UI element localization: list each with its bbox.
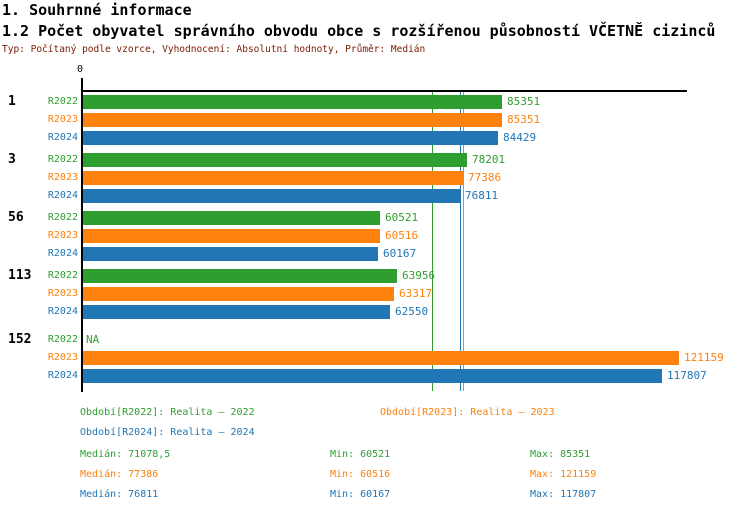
x-axis-line xyxy=(82,90,687,92)
series-row-label-r2024: R2024 xyxy=(47,132,78,143)
bar-value-label: 76811 xyxy=(465,189,499,202)
bar-r2022 xyxy=(82,211,380,225)
bar-r2023 xyxy=(82,171,463,185)
bar-value-label: 63317 xyxy=(399,287,433,300)
series-row-label-r2022: R2022 xyxy=(47,96,78,107)
series-row-label-r2022: R2022 xyxy=(47,154,78,165)
bar-r2024 xyxy=(82,189,460,203)
legend-item-r2024: Období[R2024]: Realita – 2024 xyxy=(80,427,255,438)
bar-r2024 xyxy=(82,131,498,145)
group-label-3: 3 xyxy=(8,152,16,167)
median-line-r2023 xyxy=(463,91,464,391)
series-row-label-r2024: R2024 xyxy=(47,248,78,259)
bar-r2024 xyxy=(82,369,662,383)
bar-value-label: 60516 xyxy=(385,229,419,242)
bar-r2022 xyxy=(82,153,467,167)
y-axis-line xyxy=(81,78,83,392)
bar-value-label: 62550 xyxy=(395,305,429,318)
stat-max-r2022: Max: 85351 xyxy=(530,449,591,460)
median-line-r2024 xyxy=(460,91,461,391)
series-row-label-r2024: R2024 xyxy=(47,306,78,317)
group-label-56: 56 xyxy=(8,210,24,225)
bar-r2023 xyxy=(82,229,380,243)
series-row-label-r2024: R2024 xyxy=(47,370,78,381)
x-axis-origin-tick-label: 0 xyxy=(77,64,84,75)
legend-item-r2022: Období[R2022]: Realita – 2022 xyxy=(80,407,255,418)
bar-r2022 xyxy=(82,269,397,283)
median-line-r2022 xyxy=(432,91,433,391)
bar-value-label: 77386 xyxy=(468,171,502,184)
bar-value-label: 60521 xyxy=(385,211,419,224)
group-label-1: 1 xyxy=(8,94,16,109)
bar-r2024 xyxy=(82,247,378,261)
legend-item-r2023: Období[R2023]: Realita – 2023 xyxy=(380,407,555,418)
group-label-113: 113 xyxy=(8,268,32,283)
bar-value-label: 60167 xyxy=(383,247,417,260)
chart-subtitle: Typ: Počítaný podle vzorce, Vyhodnocení:… xyxy=(2,44,426,55)
stat-max-r2024: Max: 117807 xyxy=(530,489,597,500)
stat-median-r2022: Medián: 71078,5 xyxy=(80,449,171,460)
stat-max-r2023: Max: 121159 xyxy=(530,469,597,480)
page-title: 1. Souhrnné informace xyxy=(2,1,192,19)
series-row-label-r2023: R2023 xyxy=(47,230,78,241)
bar-r2023 xyxy=(82,113,502,127)
chart-title: 1.2 Počet obyvatel správního obvodu obce… xyxy=(2,22,716,40)
stat-min-r2023: Min: 60516 xyxy=(330,469,391,480)
bar-value-label: 85351 xyxy=(507,113,541,126)
series-row-label-r2022: R2022 xyxy=(47,334,78,345)
stat-min-r2022: Min: 60521 xyxy=(330,449,391,460)
series-row-label-r2023: R2023 xyxy=(47,114,78,125)
series-row-label-r2023: R2023 xyxy=(47,288,78,299)
series-row-label-r2022: R2022 xyxy=(47,212,78,223)
bar-value-label: 63956 xyxy=(402,269,436,282)
bar-r2022 xyxy=(82,95,502,109)
bar-value-label: NA xyxy=(86,333,100,346)
series-row-label-r2024: R2024 xyxy=(47,190,78,201)
stat-median-r2023: Medián: 77386 xyxy=(80,469,159,480)
bar-value-label: 117807 xyxy=(667,369,707,382)
chart-area: 0 1 R2022 85351 R2023 85351 R2024 84429 3 R2022 7… xyxy=(8,64,724,392)
bar-r2023 xyxy=(82,351,679,365)
series-row-label-r2023: R2023 xyxy=(47,172,78,183)
bar-r2023 xyxy=(82,287,394,301)
bar-value-label: 84429 xyxy=(503,131,537,144)
series-row-label-r2022: R2022 xyxy=(47,270,78,281)
bar-r2024 xyxy=(82,305,390,319)
group-label-152: 152 xyxy=(8,332,32,347)
stat-median-r2024: Medián: 76811 xyxy=(80,489,159,500)
bar-value-label: 85351 xyxy=(507,95,541,108)
stat-min-r2024: Min: 60167 xyxy=(330,489,391,500)
series-row-label-r2023: R2023 xyxy=(47,352,78,363)
bar-value-label: 121159 xyxy=(684,351,724,364)
bar-value-label: 78201 xyxy=(472,153,506,166)
